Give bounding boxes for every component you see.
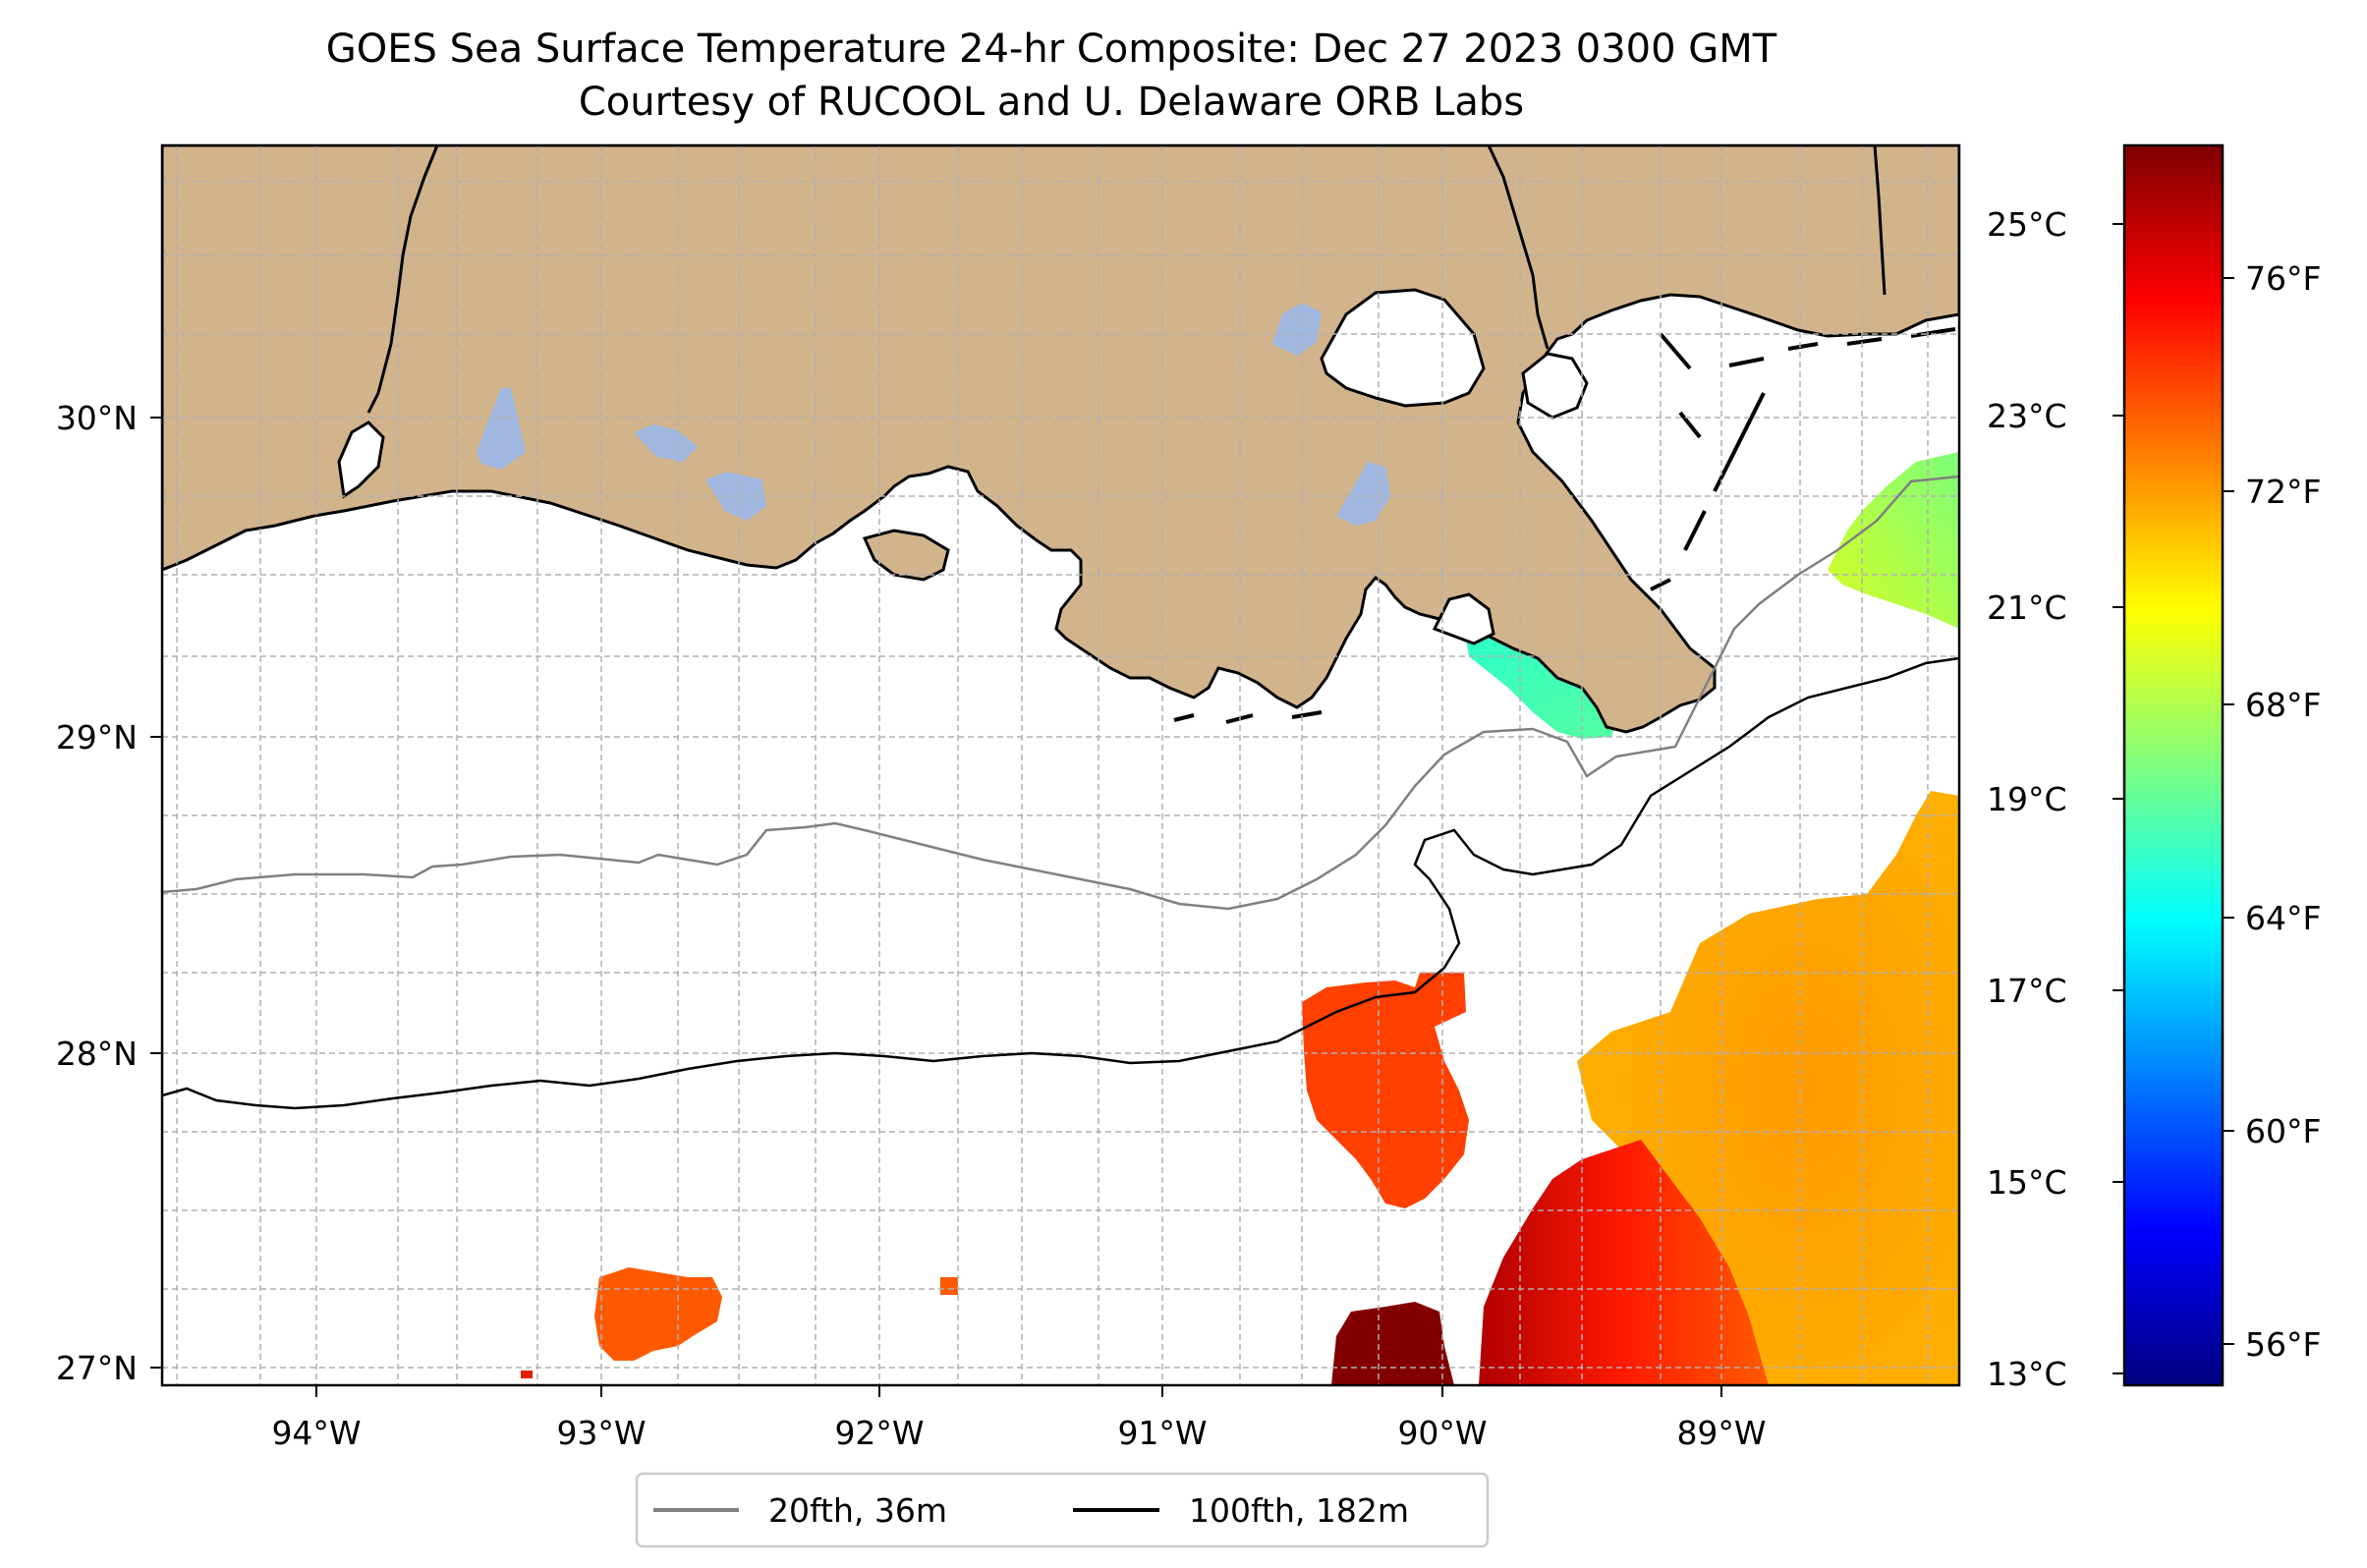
y-tick-label: 30°N	[56, 399, 138, 437]
x-tick-label: 94°W	[271, 1414, 361, 1452]
barrier-islands	[1173, 327, 1956, 724]
lake-maurepas	[1272, 303, 1322, 356]
map-title: GOES Sea Surface Temperature 24-hr Compo…	[326, 27, 1777, 72]
fahrenheit-tick-label: 76°F	[2245, 259, 2321, 298]
x-tick-label: 89°W	[1676, 1414, 1766, 1452]
y-axis: 30°N 29°N 28°N 27°N	[56, 399, 162, 1387]
island-dash	[1787, 342, 1819, 351]
map-frame	[160, 143, 1961, 1387]
sst-patch-teal-delta	[1466, 637, 1616, 739]
legend: 20fth, 36m 100fth, 182m	[635, 1472, 1490, 1548]
fahrenheit-tick-label: 68°F	[2245, 686, 2321, 724]
lake-white	[634, 424, 698, 462]
sst-patch-red-south	[1479, 1140, 1769, 1385]
fahrenheit-tick-label: 72°F	[2245, 473, 2321, 511]
legend-label-20fth: 20fth, 36m	[768, 1491, 947, 1530]
lake-grand	[477, 388, 526, 470]
boundary-mississippi-alabama	[1873, 145, 1887, 296]
island-dash	[1291, 710, 1323, 719]
colorbar-gradient	[2122, 143, 2225, 1387]
celsius-tick-label: 19°C	[1987, 780, 2067, 818]
marsh-island	[862, 529, 950, 582]
x-tick-label: 91°W	[1117, 1414, 1207, 1452]
fahrenheit-tick-label: 56°F	[2245, 1325, 2321, 1364]
isobath-100fth	[162, 656, 1959, 1110]
boundary-louisiana-mississippi-river	[1487, 145, 1550, 350]
sst-patch-dark-red	[1331, 1302, 1454, 1385]
fahrenheit-tick-label: 60°F	[2245, 1112, 2321, 1150]
sst-patch-small	[940, 1277, 958, 1295]
y-tick-label: 27°N	[56, 1349, 138, 1387]
island-dash	[1713, 392, 1766, 492]
delta-bay	[1432, 592, 1495, 645]
boundary-texas-louisiana	[366, 145, 439, 414]
calcasieu-lake	[337, 420, 385, 499]
map-area	[162, 145, 1959, 1385]
celsius-tick-label: 21°C	[1987, 588, 2067, 627]
land-layer	[162, 145, 1959, 734]
island-dash	[1650, 578, 1671, 591]
y-tick-label: 28°N	[56, 1035, 138, 1073]
island-dash	[1910, 327, 1956, 338]
boundaries	[366, 145, 1887, 414]
gridlines	[162, 145, 1959, 1385]
legend-box	[635, 1472, 1490, 1548]
lake-verret	[1336, 462, 1390, 526]
island-dash	[1846, 337, 1883, 346]
x-tick-label: 90°W	[1397, 1414, 1487, 1452]
island-dash	[1659, 332, 1692, 370]
isobath-20fth	[162, 475, 1959, 911]
y-tick-label: 29°N	[56, 718, 138, 756]
colorbar: 25°C 23°C 21°C 19°C 17°C 15°C 13°C 76°F …	[1987, 143, 2321, 1393]
sst-patch-eddy	[1302, 973, 1469, 1208]
island-dash	[1173, 713, 1195, 722]
map-subtitle: Courtesy of RUCOOL and U. Delaware ORB L…	[579, 80, 1524, 125]
fahrenheit-tick-label: 64°F	[2245, 899, 2321, 937]
island-dash	[1683, 510, 1707, 551]
celsius-tick-label: 13°C	[1987, 1355, 2067, 1393]
sst-patch-orange-yellow	[1577, 791, 1959, 1385]
sst-patch-west	[594, 1267, 722, 1361]
celsius-tick-label: 17°C	[1987, 972, 2067, 1010]
island-dash	[1728, 357, 1765, 367]
sst-patch-tiny	[521, 1371, 533, 1378]
legend-label-100fth: 100fth, 182m	[1189, 1491, 1409, 1530]
x-axis: 94°W 93°W 92°W 91°W 90°W 89°W	[271, 1385, 1767, 1452]
celsius-tick-label: 15°C	[1987, 1163, 2067, 1202]
celsius-tick-label: 23°C	[1987, 397, 2067, 435]
celsius-tick-label: 25°C	[1987, 205, 2067, 244]
x-tick-label: 92°W	[834, 1414, 924, 1452]
island-dash	[1678, 411, 1702, 439]
x-tick-label: 93°W	[556, 1414, 646, 1452]
